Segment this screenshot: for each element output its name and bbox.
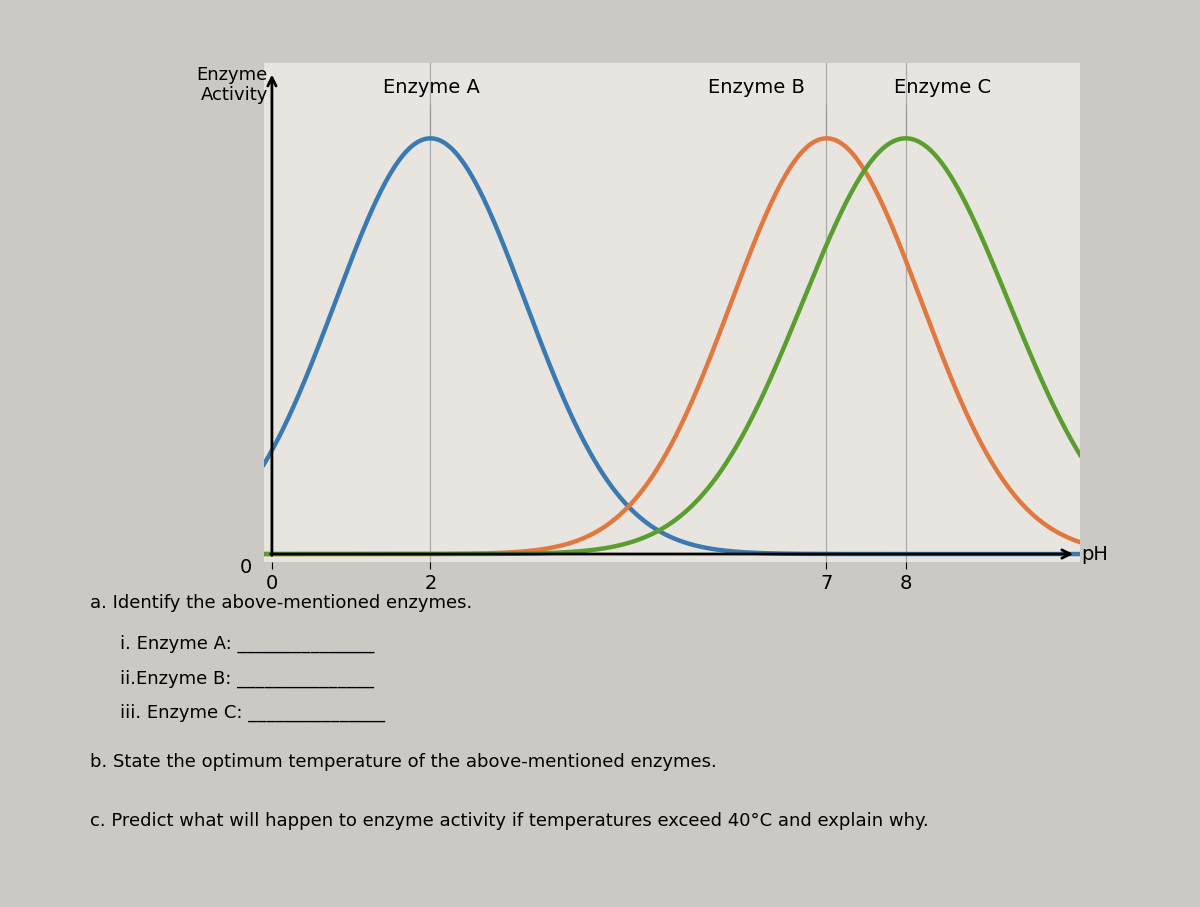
- Text: Enzyme A: Enzyme A: [383, 78, 480, 97]
- Text: Enzyme
Activity: Enzyme Activity: [197, 65, 268, 104]
- Text: ii.Enzyme B: _______________: ii.Enzyme B: _______________: [120, 669, 374, 688]
- Text: c. Predict what will happen to enzyme activity if temperatures exceed 40°C and e: c. Predict what will happen to enzyme ac…: [90, 812, 929, 830]
- Text: pH: pH: [1081, 544, 1109, 563]
- Text: Enzyme B: Enzyme B: [708, 78, 804, 97]
- Text: 0: 0: [240, 558, 252, 577]
- Text: Enzyme C: Enzyme C: [894, 78, 991, 97]
- Text: a. Identify the above-mentioned enzymes.: a. Identify the above-mentioned enzymes.: [90, 594, 473, 612]
- Text: b. State the optimum temperature of the above-mentioned enzymes.: b. State the optimum temperature of the …: [90, 753, 716, 771]
- Text: i. Enzyme A: _______________: i. Enzyme A: _______________: [120, 635, 374, 653]
- Text: iii. Enzyme C: _______________: iii. Enzyme C: _______________: [120, 704, 385, 722]
